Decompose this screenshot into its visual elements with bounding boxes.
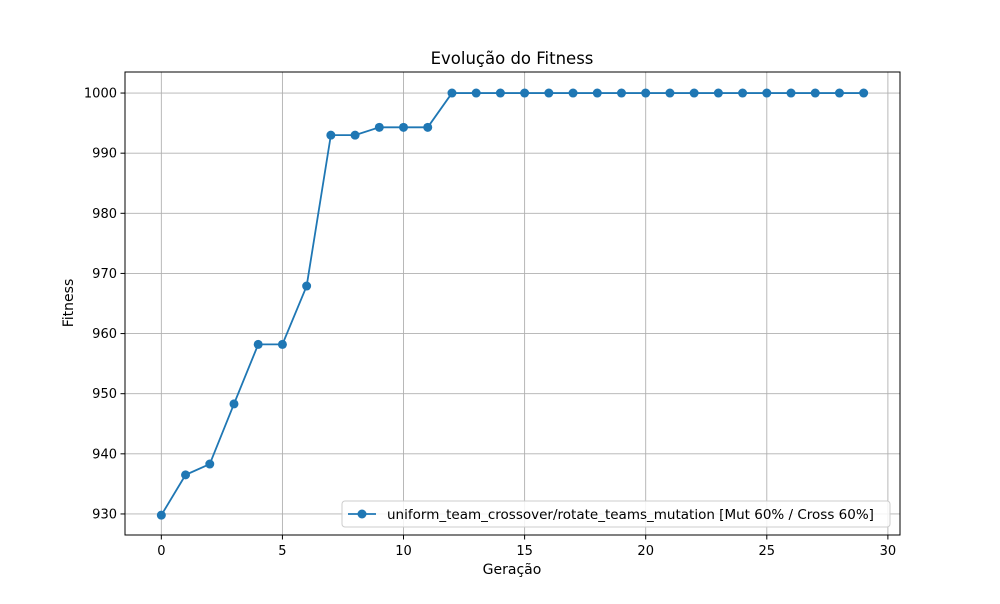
data-point-0-4 (253, 339, 263, 349)
data-point-0-2 (205, 459, 215, 469)
series-layer (156, 88, 869, 520)
legend: uniform_team_crossover/rotate_teams_muta… (341, 500, 891, 528)
ticks: 0 5 10 15 20 25 30 930 940 950 960 970 980 990 1000 (84, 87, 896, 559)
data-point-0-15 (520, 88, 530, 98)
data-point-0-17 (568, 88, 578, 98)
x-tick-label-3: 15 (516, 544, 533, 559)
x-tick-label-6: 30 (880, 544, 897, 559)
data-point-0-20 (641, 88, 651, 98)
y-tick-label-7: 1000 (84, 87, 117, 102)
data-point-0-9 (374, 122, 384, 132)
legend-label: uniform_team_crossover/rotate_teams_muta… (387, 507, 874, 523)
x-tick-label-2: 10 (395, 544, 412, 559)
data-point-0-21 (665, 88, 675, 98)
data-point-0-8 (350, 130, 360, 140)
data-point-0-0 (156, 510, 166, 520)
y-tick-label-0: 930 (92, 507, 117, 522)
data-point-0-27 (810, 88, 820, 98)
plot-frame (124, 71, 901, 536)
data-point-0-10 (399, 122, 409, 132)
legend-marker-swatch (357, 509, 367, 519)
data-point-0-12 (447, 88, 457, 98)
grid (125, 72, 900, 535)
data-point-0-13 (471, 88, 481, 98)
y-tick-label-6: 990 (92, 147, 117, 162)
chart-title: Evolução do Fitness (431, 49, 594, 68)
x-tick-label-5: 25 (759, 544, 776, 559)
data-point-0-19 (616, 88, 626, 98)
data-point-0-22 (689, 88, 699, 98)
data-point-0-1 (181, 470, 191, 480)
data-point-0-25 (762, 88, 772, 98)
data-point-0-6 (302, 281, 312, 291)
y-tick-label-5: 980 (92, 207, 117, 222)
data-point-0-7 (326, 130, 336, 140)
y-tick-label-3: 960 (92, 327, 117, 342)
axes-frame (124, 71, 901, 536)
data-point-0-3 (229, 399, 239, 409)
data-point-0-28 (834, 88, 844, 98)
legend-box (341, 500, 891, 528)
series-line-0 (160, 92, 864, 516)
y-tick-label-1: 940 (92, 447, 117, 462)
data-point-0-11 (423, 122, 433, 132)
y-tick-label-2: 950 (92, 387, 117, 402)
data-point-0-24 (738, 88, 748, 98)
data-point-0-26 (786, 88, 796, 98)
data-point-0-23 (713, 88, 723, 98)
data-point-0-5 (277, 339, 287, 349)
y-tick-label-4: 970 (92, 267, 117, 282)
y-axis-title: Fitness (61, 279, 77, 328)
data-point-0-29 (859, 88, 869, 98)
x-tick-label-0: 0 (157, 544, 165, 559)
x-axis-title: Geração (483, 562, 542, 578)
x-tick-label-4: 20 (637, 544, 654, 559)
data-point-0-14 (495, 88, 505, 98)
x-tick-label-1: 5 (278, 544, 286, 559)
data-point-0-16 (544, 88, 554, 98)
data-point-0-18 (592, 88, 602, 98)
